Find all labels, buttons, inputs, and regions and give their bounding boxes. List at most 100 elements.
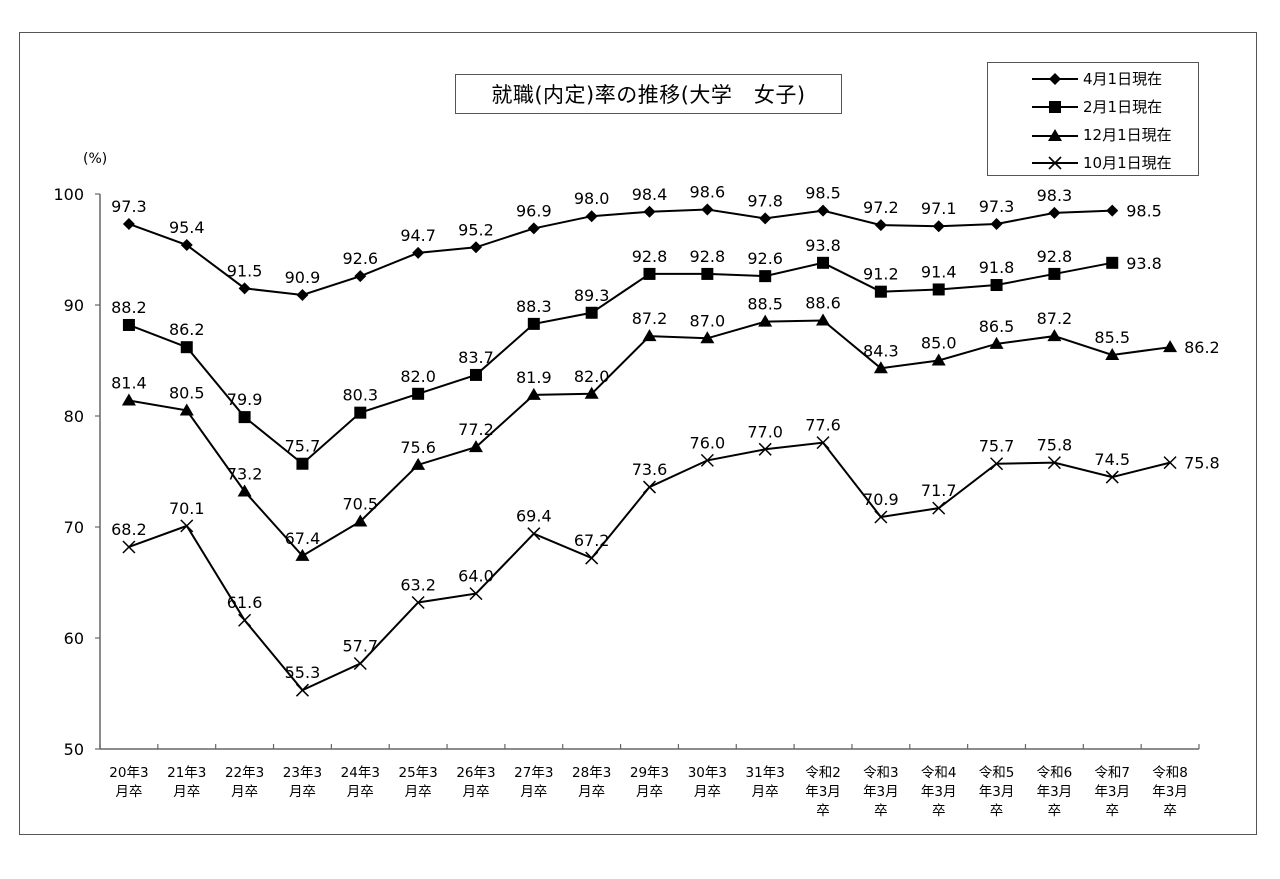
- data-label: 73.6: [632, 460, 668, 479]
- data-label: 91.4: [921, 262, 957, 281]
- x-tick-label: 30年3 月卒: [688, 765, 727, 800]
- x-tick-label: 22年3 月卒: [225, 765, 264, 800]
- data-label: 92.6: [747, 249, 783, 268]
- data-label: 69.4: [516, 507, 552, 526]
- data-label: 77.6: [805, 416, 841, 435]
- data-label: 97.3: [111, 197, 147, 216]
- data-label: 74.5: [1094, 450, 1130, 469]
- data-label: 84.3: [863, 341, 899, 360]
- data-label: 75.8: [1184, 454, 1220, 473]
- series-x: 68.2 70.1 61.6 55.3 57.7 63.2 64.0 69.4 67.2 73.6…: [111, 416, 1220, 697]
- data-label: 88.6: [805, 294, 841, 313]
- x-tick-label: 令和7 年3月卒: [1094, 765, 1130, 819]
- data-label: 80.3: [342, 386, 378, 405]
- y-tick-label: 100: [53, 185, 84, 204]
- legend-label: 2月1日現在: [1083, 98, 1163, 116]
- data-label: 80.5: [169, 383, 205, 402]
- data-label: 83.7: [458, 348, 494, 367]
- x-tick-label: 26年3 月卒: [456, 765, 495, 800]
- data-label: 75.7: [285, 437, 321, 456]
- x-tick-label: 令和6 年3月卒: [1037, 765, 1073, 819]
- data-label: 89.3: [574, 286, 610, 305]
- data-label: 96.9: [516, 201, 552, 220]
- data-label: 75.6: [400, 438, 436, 457]
- y-tick-label: 70: [64, 518, 84, 537]
- square-marker-icon: [1032, 101, 1078, 113]
- y-tick-label: 50: [64, 740, 84, 759]
- y-tick-label: 60: [64, 629, 84, 648]
- series-diamond: 97.3 95.4 91.5 90.9 92.6 94.7 95.2 96.9 98.0 98.4…: [111, 183, 1162, 302]
- x-tick-label: 令和5 年3月卒: [979, 765, 1015, 819]
- data-label: 97.1: [921, 199, 957, 218]
- chart-title-text: 就職(内定)率の推移(大学 女子): [491, 83, 806, 107]
- data-label: 82.0: [400, 367, 436, 386]
- data-label: 67.4: [285, 529, 321, 548]
- data-label: 55.3: [285, 663, 321, 682]
- legend-label: 4月1日現在: [1083, 70, 1163, 88]
- legend-label: 12月1日現在: [1083, 126, 1172, 144]
- data-label: 87.0: [690, 311, 726, 330]
- data-label: 88.3: [516, 297, 552, 316]
- data-label: 81.9: [516, 368, 552, 387]
- data-label: 95.4: [169, 218, 205, 237]
- chart-title: 就職(内定)率の推移(大学 女子): [455, 74, 842, 114]
- data-label: 98.0: [574, 189, 610, 208]
- data-label: 88.2: [111, 298, 147, 317]
- axes: 50 60 70 80 90 100 20年3 月卒 21年3 月卒 22年3 月卒 23年3 月卒 24年…: [53, 185, 1200, 819]
- data-label: 98.5: [805, 184, 841, 203]
- y-axis-unit: (%): [83, 151, 108, 167]
- data-label: 81.4: [111, 373, 147, 392]
- legend-item-dec1: 12月1日現在: [988, 121, 1198, 149]
- data-label: 61.6: [227, 593, 263, 612]
- data-label: 57.7: [342, 637, 378, 656]
- triangle-marker-icon: [1032, 129, 1078, 141]
- legend-item-apr1: 4月1日現在: [988, 65, 1198, 93]
- x-tick-label: 28年3 月卒: [572, 765, 611, 800]
- data-label: 73.2: [227, 464, 263, 483]
- x-tick-label: 25年3 月卒: [398, 765, 437, 800]
- data-label: 64.0: [458, 567, 494, 586]
- y-tick-label: 80: [64, 407, 84, 426]
- data-label: 77.0: [747, 422, 783, 441]
- data-label: 97.2: [863, 198, 899, 217]
- data-label: 97.3: [979, 197, 1015, 216]
- data-label: 86.2: [169, 320, 205, 339]
- data-label: 85.0: [921, 334, 957, 353]
- data-label: 67.2: [574, 531, 610, 550]
- y-tick-label: 90: [64, 296, 84, 315]
- data-label: 91.8: [979, 258, 1015, 277]
- x-tick-label: 令和3 年3月卒: [863, 765, 899, 819]
- data-label: 75.7: [979, 437, 1015, 456]
- x-tick-label: 令和8 年3月卒: [1152, 765, 1188, 819]
- data-label: 92.6: [342, 249, 378, 268]
- data-label: 92.8: [690, 247, 726, 266]
- data-label: 93.8: [1126, 254, 1162, 273]
- legend-label: 10月1日現在: [1083, 154, 1172, 172]
- data-label: 95.2: [458, 220, 494, 239]
- data-label: 82.0: [574, 367, 610, 386]
- data-label: 70.1: [169, 499, 205, 518]
- data-label: 87.2: [632, 309, 668, 328]
- data-label: 77.2: [458, 420, 494, 439]
- data-label: 86.2: [1184, 338, 1220, 357]
- legend-item-oct1: 10月1日現在: [988, 149, 1198, 177]
- chart-legend: 4月1日現在 2月1日現在 12月1日現在 10月1日現在: [987, 62, 1199, 176]
- diamond-marker-icon: [1032, 73, 1078, 85]
- x-tick-label: 31年3 月卒: [746, 765, 785, 800]
- data-label: 97.8: [747, 191, 783, 210]
- data-label: 86.5: [979, 317, 1015, 336]
- data-label: 98.6: [690, 183, 726, 202]
- x-tick-label: 23年3 月卒: [283, 765, 322, 800]
- x-tick-label: 令和2 年3月卒: [805, 765, 841, 819]
- x-tick-label: 27年3 月卒: [514, 765, 553, 800]
- data-label: 71.7: [921, 481, 957, 500]
- data-label: 91.2: [863, 265, 899, 284]
- x-tick-label: 20年3 月卒: [109, 765, 148, 800]
- data-label: 91.5: [227, 261, 263, 280]
- x-tick-label: 令和4 年3月卒: [921, 765, 957, 819]
- data-label: 85.5: [1094, 328, 1130, 347]
- x-tick-label: 24年3 月卒: [341, 765, 380, 800]
- x-tick-label: 29年3 月卒: [630, 765, 669, 800]
- data-label: 90.9: [285, 268, 321, 287]
